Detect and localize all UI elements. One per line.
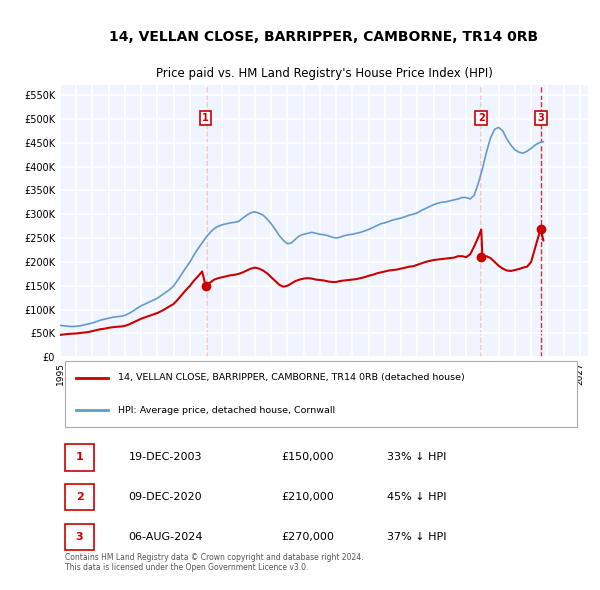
Text: 14, VELLAN CLOSE, BARRIPPER, CAMBORNE, TR14 0RB (detached house): 14, VELLAN CLOSE, BARRIPPER, CAMBORNE, T… [118,373,465,382]
Text: Price paid vs. HM Land Registry's House Price Index (HPI): Price paid vs. HM Land Registry's House … [155,67,493,80]
Text: 2: 2 [76,492,83,502]
FancyBboxPatch shape [65,361,577,427]
FancyBboxPatch shape [65,484,94,510]
Text: £150,000: £150,000 [282,453,334,463]
Text: 14, VELLAN CLOSE, BARRIPPER, CAMBORNE, TR14 0RB: 14, VELLAN CLOSE, BARRIPPER, CAMBORNE, T… [109,30,539,44]
FancyBboxPatch shape [65,444,94,471]
Text: £210,000: £210,000 [282,492,335,502]
Text: 3: 3 [538,113,544,123]
Text: 19-DEC-2003: 19-DEC-2003 [128,453,202,463]
Text: 33% ↓ HPI: 33% ↓ HPI [388,453,447,463]
Text: 45% ↓ HPI: 45% ↓ HPI [388,492,447,502]
Text: HPI: Average price, detached house, Cornwall: HPI: Average price, detached house, Corn… [118,406,335,415]
Text: £270,000: £270,000 [282,532,335,542]
Text: 37% ↓ HPI: 37% ↓ HPI [388,532,447,542]
Text: 06-AUG-2024: 06-AUG-2024 [128,532,203,542]
Text: Contains HM Land Registry data © Crown copyright and database right 2024.
This d: Contains HM Land Registry data © Crown c… [65,553,364,572]
Text: 3: 3 [76,532,83,542]
Text: 09-DEC-2020: 09-DEC-2020 [128,492,202,502]
Text: 2: 2 [478,113,485,123]
Text: 1: 1 [76,453,83,463]
FancyBboxPatch shape [65,524,94,550]
Text: 1: 1 [202,113,209,123]
